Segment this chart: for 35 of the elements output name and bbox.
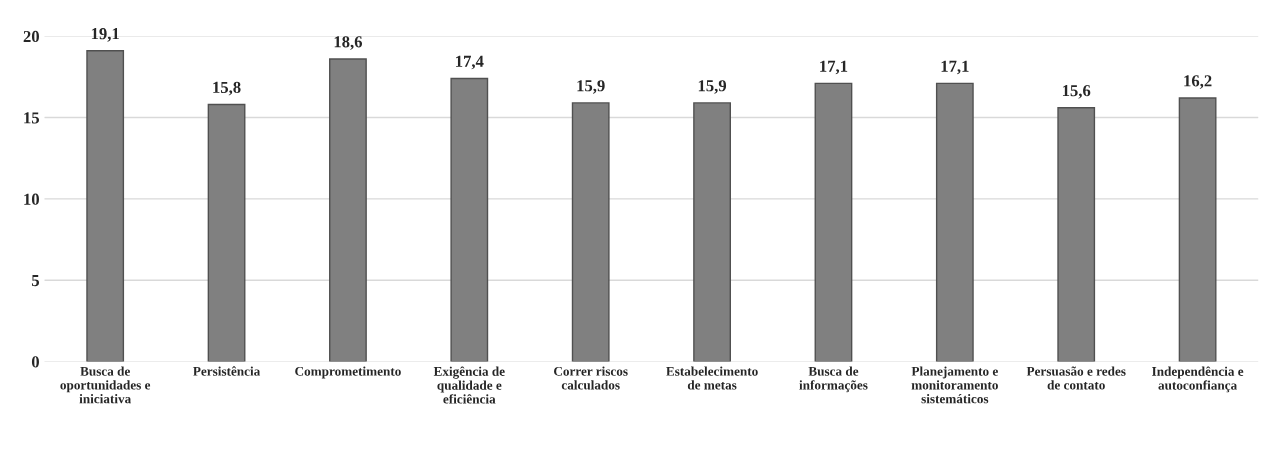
bar	[571, 102, 610, 362]
y-tick-label: 5	[31, 275, 40, 287]
data-label: 19,1	[91, 28, 119, 42]
data-label: 15,9	[577, 80, 605, 94]
bar	[935, 82, 974, 362]
x-tick-label: Busca de informações	[799, 366, 868, 393]
data-label: 16,2	[1184, 75, 1212, 89]
data-label: 15,8	[213, 81, 241, 96]
y-tick-label: 10	[24, 193, 39, 205]
x-tick-label: Comprometimento	[295, 366, 401, 379]
bar	[1057, 107, 1096, 362]
bar	[1178, 97, 1217, 362]
x-tick-label: Estabelecimento de metas	[666, 366, 758, 390]
data-label: 18,6	[334, 36, 363, 50]
y-tick-label: 0	[31, 356, 39, 368]
data-label: 15,9	[698, 80, 727, 94]
bar	[693, 102, 731, 362]
bar	[207, 103, 246, 362]
x-tick-label: Planejamento e monitoramento sistemáticos	[911, 366, 998, 404]
bar	[86, 50, 125, 362]
y-tick-label: 20	[23, 30, 39, 43]
x-tick-label: Busca de oportunidades e iniciativa	[60, 366, 151, 404]
data-label: 17,1	[941, 60, 969, 75]
y-tick-label: 15	[24, 112, 40, 124]
x-tick-label: Exigência de qualidade e eficiência	[433, 366, 505, 404]
x-tick-label: Persistência	[193, 366, 261, 376]
x-tick-label: Persuasão e redes de contato	[1026, 366, 1126, 390]
bar	[329, 58, 367, 362]
bar	[814, 82, 853, 362]
data-label: 17,1	[820, 60, 848, 75]
data-label: 15,6	[1062, 85, 1091, 99]
bar	[450, 77, 489, 362]
x-tick-label: Independência e autoconfiança	[1152, 366, 1244, 393]
x-tick-label: Correr riscos calculados	[554, 366, 628, 390]
data-label: 17,4	[456, 55, 484, 70]
